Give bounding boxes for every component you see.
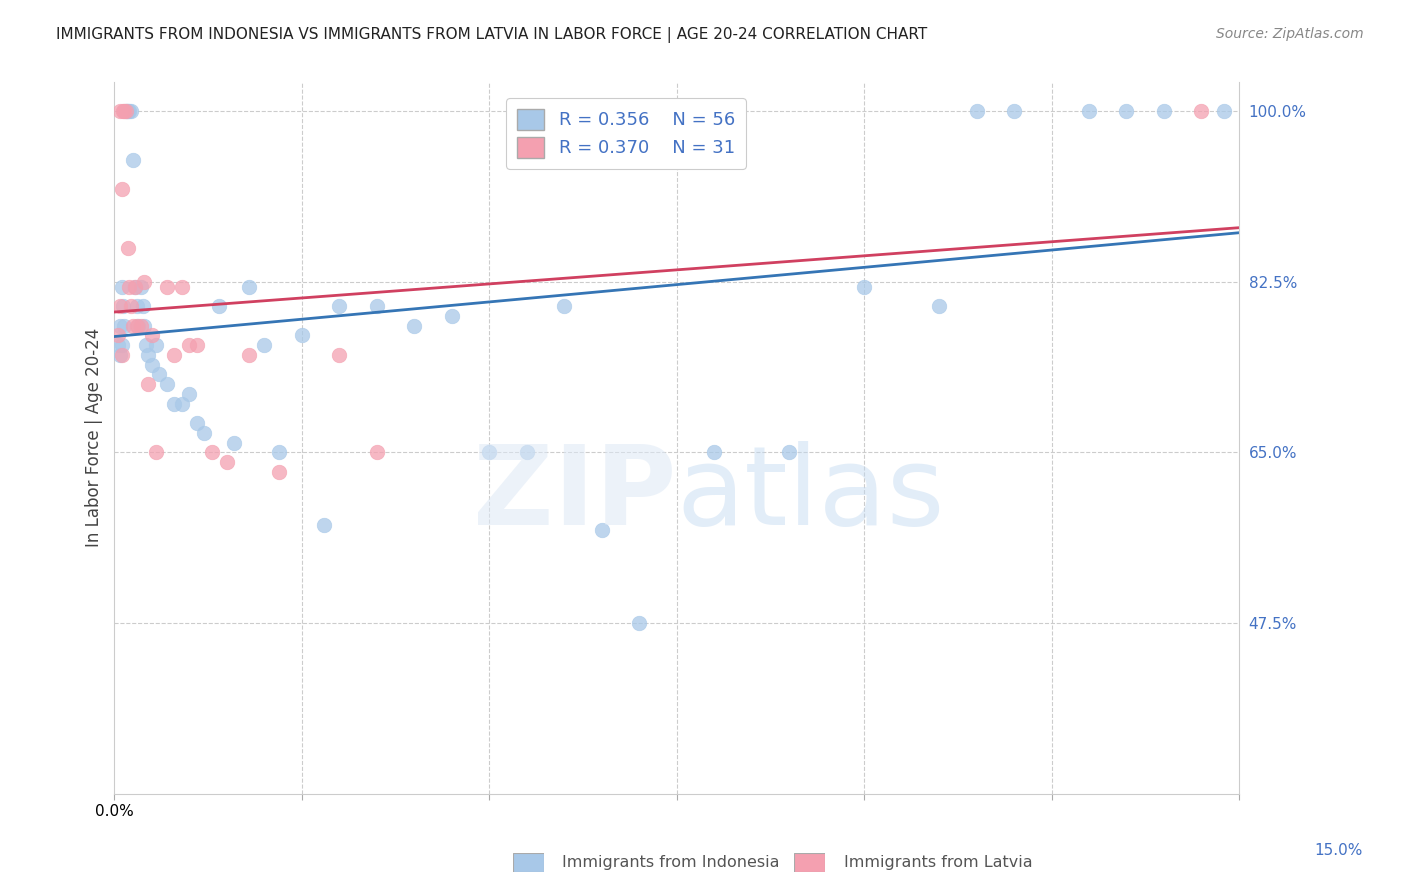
Point [107, 338, 129, 352]
Point [129, 279, 152, 293]
Point [201, 445, 224, 459]
Point [118, 279, 141, 293]
Point [108, 299, 131, 313]
Point [132, 299, 155, 313]
Point [117, 241, 139, 255]
Text: Source: ZipAtlas.com: Source: ZipAtlas.com [1216, 27, 1364, 41]
Point [269, 465, 291, 479]
Point [156, 279, 179, 293]
Point [112, 299, 135, 313]
Point [853, 279, 876, 293]
Point [1153, 104, 1175, 119]
Point [141, 358, 163, 372]
Point [111, 348, 134, 362]
Text: 15.0%: 15.0% [1315, 843, 1362, 858]
Point [478, 445, 501, 459]
Text: Immigrants from Latvia: Immigrants from Latvia [844, 855, 1032, 870]
Point [114, 104, 136, 119]
Point [110, 348, 132, 362]
Point [122, 318, 145, 333]
Point [145, 338, 167, 352]
Point [134, 318, 156, 333]
Legend: R = 0.356    N = 56, R = 0.370    N = 31: R = 0.356 N = 56, R = 0.370 N = 31 [506, 98, 745, 169]
Point [238, 279, 260, 293]
Point [778, 445, 800, 459]
Point [1213, 104, 1236, 119]
Point [112, 318, 135, 333]
Point [112, 104, 135, 119]
Point [170, 279, 193, 293]
Point [114, 104, 136, 119]
Point [124, 279, 146, 293]
Point [145, 445, 167, 459]
Point [110, 104, 132, 119]
Point [111, 279, 134, 293]
Point [928, 299, 950, 313]
Y-axis label: In Labor Force | Age 20-24: In Labor Force | Age 20-24 [86, 328, 103, 548]
Point [141, 328, 163, 343]
Point [120, 299, 142, 313]
Point [516, 445, 538, 459]
Point [224, 435, 246, 450]
Point [208, 299, 231, 313]
Point [366, 445, 388, 459]
Point [314, 518, 336, 533]
Point [134, 275, 156, 289]
Point [1191, 104, 1213, 119]
Point [328, 299, 350, 313]
Point [136, 377, 159, 392]
Text: ZIP: ZIP [474, 442, 676, 549]
Point [107, 328, 129, 343]
Point [117, 104, 139, 119]
Point [553, 299, 575, 313]
Point [366, 299, 388, 313]
Point [115, 104, 138, 119]
Point [125, 318, 148, 333]
Point [1115, 104, 1137, 119]
Point [127, 318, 149, 333]
Point [179, 387, 201, 401]
Point [112, 104, 135, 119]
Point [186, 338, 208, 352]
Point [328, 348, 350, 362]
Point [124, 279, 146, 293]
Point [135, 338, 157, 352]
Point [156, 377, 179, 392]
Point [215, 455, 238, 469]
Point [179, 338, 201, 352]
Text: atlas: atlas [676, 442, 945, 549]
Point [108, 318, 131, 333]
Point [404, 318, 426, 333]
Point [163, 348, 186, 362]
Point [118, 104, 141, 119]
Point [966, 104, 988, 119]
Point [111, 338, 134, 352]
Point [120, 104, 142, 119]
Point [122, 153, 145, 167]
Point [291, 328, 314, 343]
Point [269, 445, 291, 459]
Point [591, 524, 613, 538]
Point [111, 182, 134, 196]
Text: IMMIGRANTS FROM INDONESIA VS IMMIGRANTS FROM LATVIA IN LABOR FORCE | AGE 20-24 C: IMMIGRANTS FROM INDONESIA VS IMMIGRANTS … [56, 27, 928, 43]
Point [253, 338, 276, 352]
Point [703, 445, 725, 459]
Point [238, 348, 260, 362]
Point [1002, 104, 1025, 119]
Point [628, 615, 651, 630]
Point [148, 368, 170, 382]
Point [129, 318, 152, 333]
Point [136, 348, 159, 362]
Point [163, 396, 186, 410]
Point [170, 396, 193, 410]
Text: Immigrants from Indonesia: Immigrants from Indonesia [562, 855, 780, 870]
Point [1078, 104, 1101, 119]
Point [193, 425, 215, 440]
Point [125, 299, 148, 313]
Point [440, 309, 463, 323]
Point [186, 416, 208, 430]
